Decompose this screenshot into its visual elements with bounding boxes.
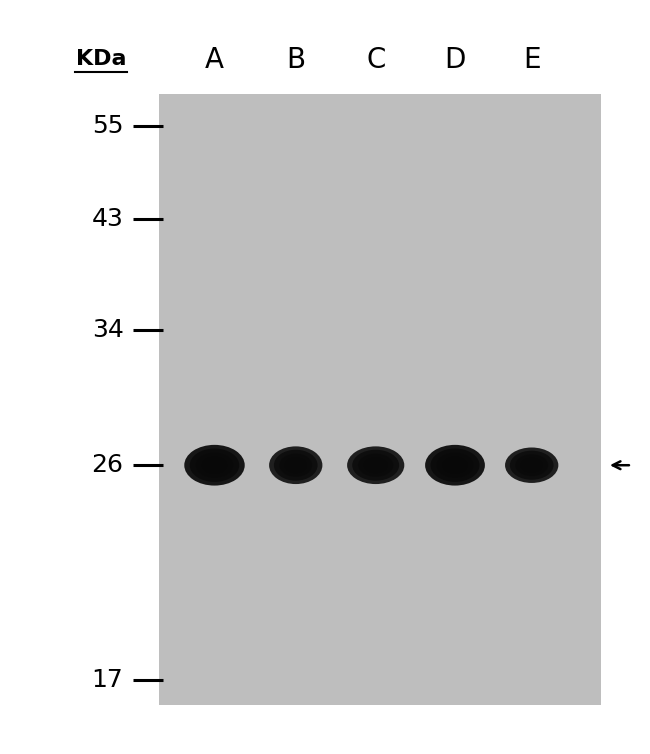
Ellipse shape [285, 457, 307, 474]
Ellipse shape [185, 445, 245, 486]
Ellipse shape [269, 446, 322, 484]
Ellipse shape [425, 445, 485, 486]
Ellipse shape [436, 452, 474, 478]
Ellipse shape [364, 457, 387, 474]
Ellipse shape [505, 448, 558, 483]
Text: 55: 55 [92, 114, 124, 138]
Text: 26: 26 [92, 453, 124, 477]
Text: A: A [205, 46, 224, 75]
Ellipse shape [347, 446, 404, 484]
Ellipse shape [430, 449, 480, 482]
Text: 17: 17 [92, 668, 124, 692]
Ellipse shape [515, 454, 548, 477]
Text: D: D [445, 46, 465, 75]
Ellipse shape [521, 458, 543, 473]
Text: 34: 34 [92, 318, 124, 342]
Ellipse shape [280, 453, 312, 477]
Ellipse shape [202, 457, 228, 474]
Ellipse shape [358, 453, 393, 477]
Text: B: B [286, 46, 306, 75]
Ellipse shape [190, 449, 239, 482]
Ellipse shape [274, 449, 318, 481]
Text: E: E [523, 46, 541, 75]
Ellipse shape [443, 457, 467, 474]
Text: C: C [366, 46, 385, 75]
Ellipse shape [352, 449, 399, 481]
Ellipse shape [196, 452, 233, 478]
Text: KDa: KDa [75, 49, 126, 69]
Ellipse shape [510, 451, 554, 480]
Bar [159, 94, 601, 705]
Text: 43: 43 [92, 207, 124, 231]
